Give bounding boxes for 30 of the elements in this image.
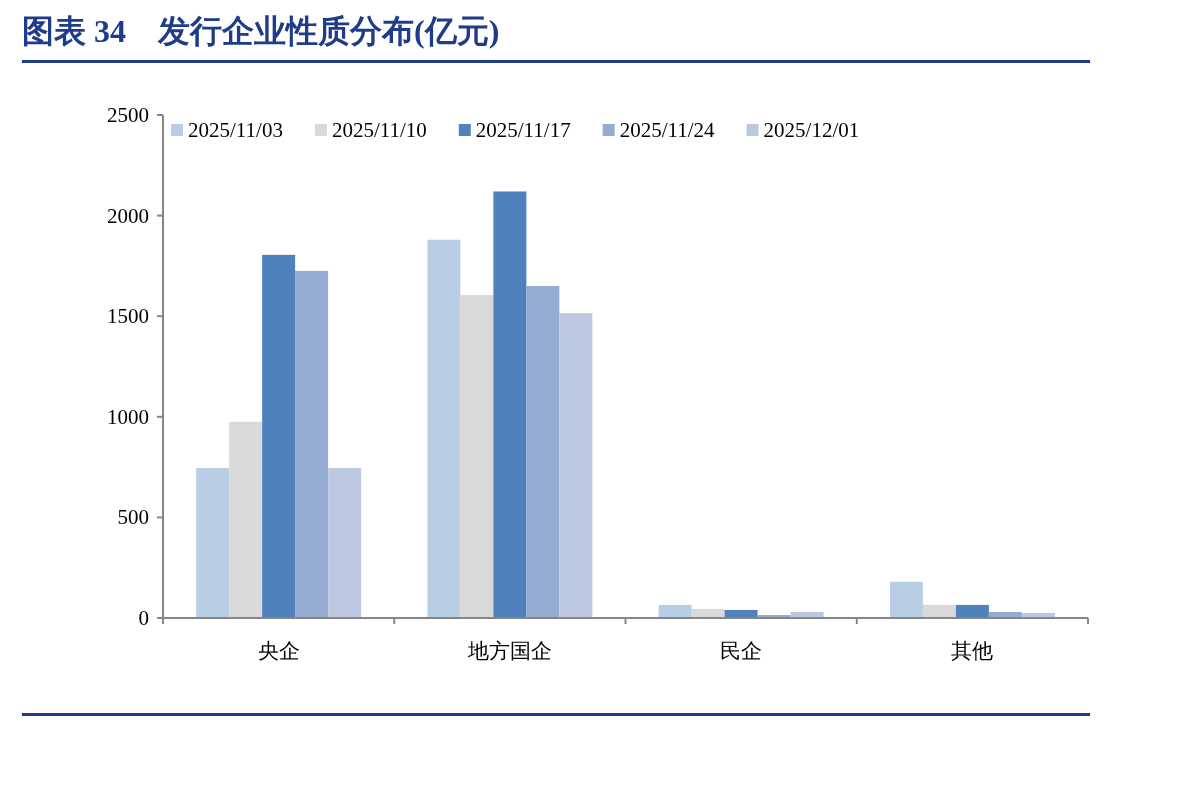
- y-tick-label: 1000: [107, 404, 149, 429]
- bar: [922, 604, 956, 618]
- y-tick-label: 500: [117, 505, 149, 530]
- x-tick-label: 其他: [951, 639, 994, 663]
- legend-label: 2025/12/01: [763, 118, 860, 142]
- bar: [328, 468, 362, 618]
- bar: [229, 421, 263, 618]
- bar: [955, 604, 989, 618]
- legend-label: 2025/11/10: [331, 118, 427, 142]
- bar: [427, 239, 461, 618]
- bar: [526, 286, 560, 618]
- bar: [295, 270, 329, 618]
- bar: [889, 581, 923, 618]
- legend-label: 2025/11/24: [619, 118, 716, 142]
- bar: [460, 295, 494, 618]
- x-tick-label: 民企: [720, 639, 763, 663]
- y-tick-label: 2000: [107, 203, 149, 228]
- x-tick-label: 地方国企: [466, 639, 552, 663]
- y-tick-label: 2500: [107, 103, 149, 127]
- bar: [493, 191, 527, 618]
- legend-label: 2025/11/17: [475, 118, 571, 142]
- bar: [559, 313, 593, 618]
- x-tick-label: 央企: [257, 639, 300, 663]
- bar: [196, 468, 230, 618]
- legend-label: 2025/11/03: [188, 118, 283, 142]
- y-tick-label: 1500: [107, 304, 149, 329]
- chart-title: 图表 34 发行企业性质分布(亿元): [22, 13, 500, 49]
- bar: [262, 254, 296, 618]
- bar: [658, 604, 692, 618]
- y-tick-label: 0: [138, 606, 149, 630]
